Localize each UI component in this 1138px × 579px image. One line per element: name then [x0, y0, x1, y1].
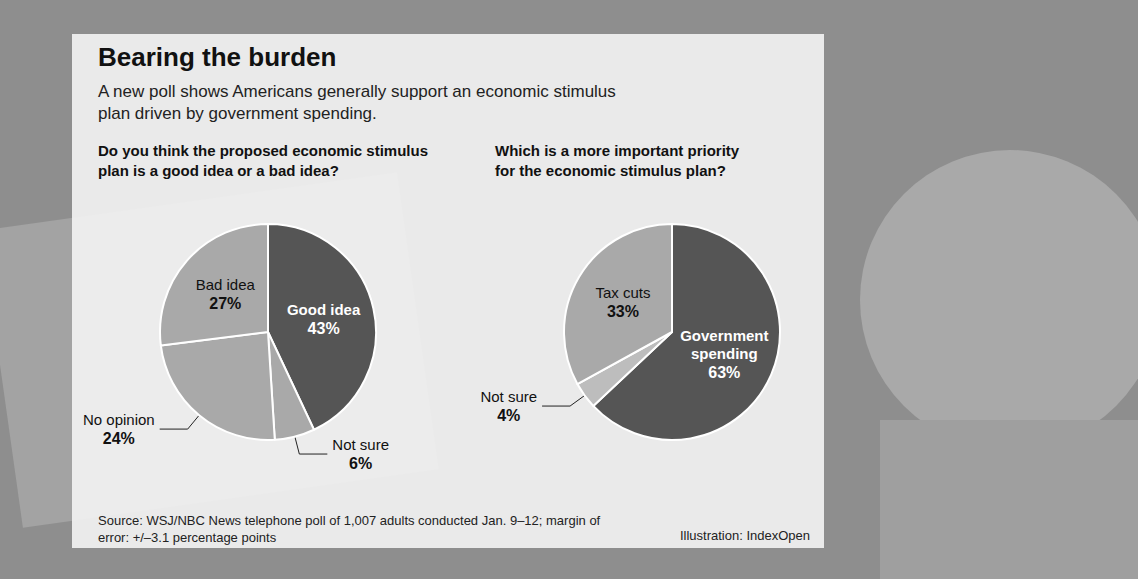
svg-text:A new poll shows Americans gen: A new poll shows Americans generally sup… [98, 82, 621, 101]
svg-text:error: +/–3.1 percentage point: error: +/–3.1 percentage points [98, 530, 277, 545]
svg-text:43%: 43% [308, 320, 340, 337]
svg-text:6%: 6% [349, 455, 372, 472]
svg-text:33%: 33% [607, 303, 639, 320]
svg-text:Tax cuts: Tax cuts [595, 284, 650, 301]
svg-text:4%: 4% [497, 407, 520, 424]
svg-text:Government: Government [680, 327, 768, 344]
svg-text:Illustration: IndexOpen: Illustration: IndexOpen [680, 528, 810, 543]
svg-text:Which is a more important prio: Which is a more important priority [495, 142, 743, 159]
svg-text:spending: spending [691, 345, 758, 362]
svg-text:No opinion: No opinion [83, 411, 155, 428]
svg-text:63%: 63% [708, 364, 740, 381]
svg-text:Do you think the proposed econ: Do you think the proposed economic stimu… [98, 142, 432, 159]
svg-text:27%: 27% [209, 295, 241, 312]
svg-text:plan driven by government spen: plan driven by government spending. [98, 104, 377, 123]
svg-text:Not sure: Not sure [332, 436, 389, 453]
svg-text:Source: WSJ/NBC News telephone: Source: WSJ/NBC News telephone poll of 1… [98, 513, 604, 528]
svg-text:Bearing the burden: Bearing the burden [98, 42, 336, 72]
svg-text:24%: 24% [103, 430, 135, 447]
svg-text:for the economic stimulus plan: for the economic stimulus plan? [495, 162, 726, 179]
svg-text:Good idea: Good idea [287, 301, 361, 318]
svg-text:Not sure: Not sure [480, 388, 537, 405]
svg-text:Bad idea: Bad idea [196, 276, 256, 293]
svg-text:plan is a good idea or a bad i: plan is a good idea or a bad idea? [98, 162, 339, 179]
